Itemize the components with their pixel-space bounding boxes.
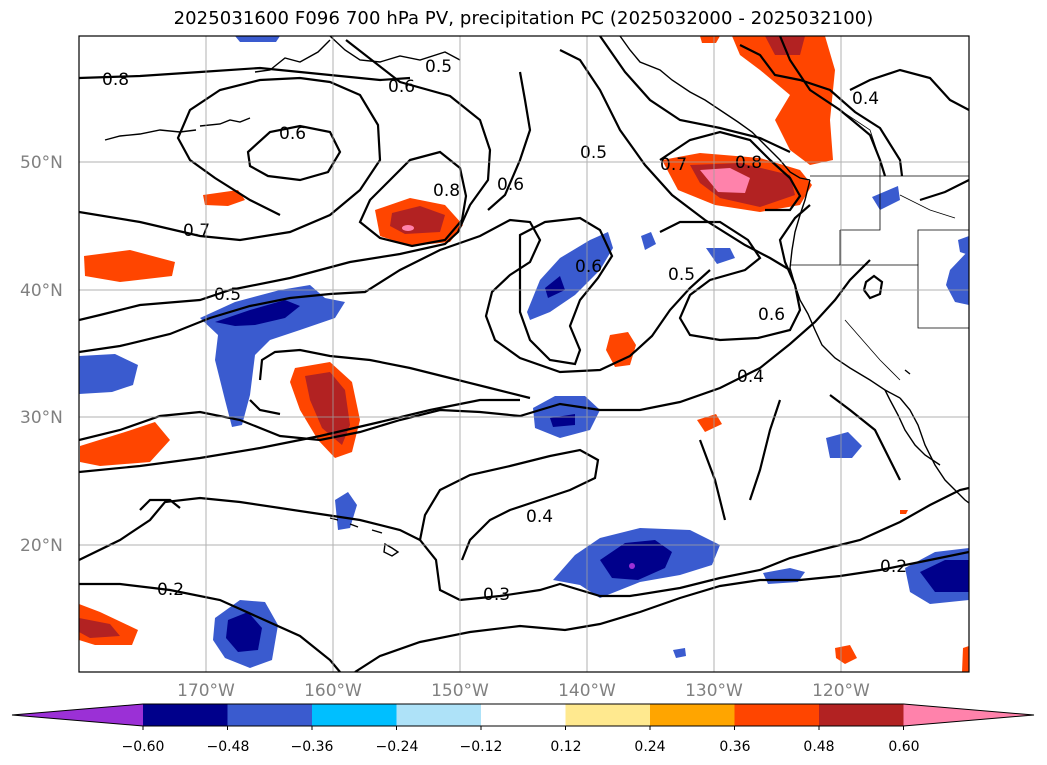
lat-label: 50°N (20, 153, 63, 173)
colorbar-swatch (227, 704, 313, 726)
colorbar-tick-label: −0.24 (376, 739, 419, 755)
colorbar-ticks: −0.60 −0.48 −0.36 −0.24 −0.12 0.12 0.24 … (122, 739, 920, 755)
contour-label: 0.5 (580, 143, 607, 163)
map-frame (78, 35, 970, 673)
contour-label: 0.5 (668, 265, 695, 285)
colorbar-swatch (396, 704, 482, 726)
lon-label: 160°W (304, 681, 362, 701)
pv-contours (79, 36, 969, 672)
colorbar-tick-label: 0.12 (550, 739, 581, 755)
lat-label: 20°N (20, 536, 63, 556)
colorbar-tick-label: −0.48 (207, 739, 250, 755)
colorbar-swatch (734, 704, 820, 726)
contour-label: 0.7 (660, 155, 687, 175)
lon-label: 120°W (812, 681, 870, 701)
colorbar-swatch (481, 704, 566, 726)
contour-label: 0.8 (735, 153, 762, 173)
contour-label: 0.5 (425, 57, 452, 77)
coastlines (104, 36, 969, 557)
contour-label: 0.3 (483, 585, 510, 605)
colorbar-tick-label: −0.36 (291, 739, 334, 755)
contour-label: 0.8 (433, 181, 460, 201)
contour-label: 0.2 (157, 580, 184, 600)
lon-label: 130°W (685, 681, 743, 701)
contour-label: 0.5 (214, 285, 241, 305)
map-title: 2025031600 F096 700 hPa PV, precipitatio… (173, 8, 874, 29)
contour-label: 0.6 (758, 305, 785, 325)
contour-label: 0.4 (852, 89, 879, 109)
latitude-labels: 50°N 40°N 30°N 20°N (20, 153, 63, 556)
colorbar-extend-min (12, 704, 143, 726)
lon-label: 140°W (558, 681, 616, 701)
contour-label: 0.4 (737, 367, 764, 387)
colorbar-swatch (143, 704, 228, 726)
colorbar (11, 703, 1035, 730)
contour-label: 0.6 (388, 77, 415, 97)
graticule (79, 36, 969, 672)
colorbar-extend-max (903, 704, 1034, 726)
colorbar-tick-label: −0.60 (122, 739, 165, 755)
contour-label: 0.7 (183, 221, 210, 241)
colorbar-swatch (650, 704, 735, 726)
colorbar-swatch (565, 704, 651, 726)
colorbar-tick-label: 0.36 (719, 739, 750, 755)
colorbar-tick-label: −0.12 (460, 739, 503, 755)
contour-label: 0.6 (279, 124, 306, 144)
contour-label: 0.4 (526, 507, 553, 527)
colorbar-swatch (312, 704, 397, 726)
lon-label: 170°W (177, 681, 235, 701)
colorbar-swatch (819, 704, 904, 726)
lat-label: 40°N (20, 281, 63, 301)
contour-label: 0.2 (880, 557, 907, 577)
contour-label: 0.6 (497, 175, 524, 195)
contour-label: 0.8 (102, 70, 129, 90)
contour-label: 0.6 (575, 257, 602, 277)
colorbar-tick-label: 0.24 (634, 739, 665, 755)
lat-label: 30°N (20, 408, 63, 428)
colorbar-tick-label: 0.48 (803, 739, 834, 755)
colorbar-tick-label: 0.60 (888, 739, 919, 755)
lon-label: 150°W (431, 681, 489, 701)
longitude-labels: 170°W 160°W 150°W 140°W 130°W 120°W (177, 681, 870, 701)
